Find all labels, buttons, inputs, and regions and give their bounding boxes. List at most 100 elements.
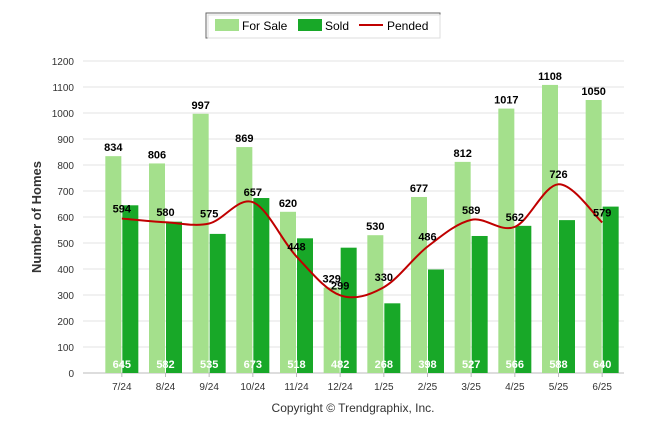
legend-item-for-sale[interactable]: For Sale <box>215 19 288 33</box>
label-sold-7-24: 645 <box>113 359 131 371</box>
bar-sold-7-24[interactable] <box>122 205 139 373</box>
y-axis-ticks: 0 100 200 300 400 500 600 700 800 900 1000 1100 1200 <box>52 57 75 380</box>
label-sold-10-24: 673 <box>244 359 262 371</box>
bar-sold-10-24[interactable] <box>253 198 270 373</box>
label-for-sale-9-24: 997 <box>191 100 209 112</box>
bar-for-sale-7-24[interactable] <box>105 156 122 373</box>
label-pended-5-25: 726 <box>549 169 567 181</box>
label-sold-12-24: 482 <box>331 359 349 371</box>
y-tick-label: 200 <box>57 317 74 328</box>
label-for-sale-6-25: 1050 <box>581 86 605 98</box>
bar-sold-9-24[interactable] <box>209 233 226 373</box>
legend: For Sale Sold Pended <box>205 12 441 39</box>
data-labels: 834 645 806 582 997 535 869 673 620 518 329 482 530 2… <box>104 71 611 371</box>
pended-series-line[interactable] <box>121 183 603 299</box>
x-tick-label-7-24: 7/24 <box>112 382 132 393</box>
x-tick-label-9-24: 9/24 <box>199 382 219 393</box>
label-for-sale-4-25: 1017 <box>494 95 518 107</box>
x-tick-label-2-25: 2/25 <box>418 382 438 393</box>
label-pended-1-25: 330 <box>375 272 393 284</box>
label-sold-4-25: 566 <box>506 359 524 371</box>
bar-for-sale-1-25[interactable] <box>367 235 384 373</box>
legend-label-pended: Pended <box>387 19 428 33</box>
bar-sold-4-25[interactable] <box>515 225 532 373</box>
legend-swatch-for-sale <box>215 19 239 31</box>
y-tick-label: 900 <box>57 135 74 146</box>
bar-for-sale-6-25[interactable] <box>585 100 602 373</box>
bar-for-sale-10-24[interactable] <box>236 147 253 373</box>
label-pended-8-24: 580 <box>156 207 174 219</box>
bar-for-sale-12-24[interactable] <box>323 287 340 373</box>
label-pended-6-25: 579 <box>593 207 611 219</box>
label-pended-7-24: 594 <box>113 204 132 216</box>
bar-sold-5-25[interactable] <box>559 220 575 373</box>
label-for-sale-5-25: 1108 <box>538 71 562 83</box>
label-for-sale-12-24: 329 <box>322 273 340 285</box>
bar-sold-8-24[interactable] <box>166 221 182 373</box>
x-tick-label-6-25: 6/25 <box>592 382 612 393</box>
bar-for-sale-4-25[interactable] <box>498 108 515 373</box>
y-tick-label: 500 <box>57 239 74 250</box>
label-pended-10-24: 657 <box>244 187 262 199</box>
bar-sold-2-25[interactable] <box>428 269 444 373</box>
label-pended-3-25: 589 <box>462 205 480 217</box>
label-sold-6-25: 640 <box>593 359 611 371</box>
copyright-footer: Copyright © Trendgraphix, Inc. <box>272 401 435 415</box>
x-tick-label-5-25: 5/25 <box>549 382 569 393</box>
y-tick-label: 1200 <box>52 57 75 68</box>
bar-sold-1-25[interactable] <box>384 303 401 373</box>
bar-for-sale-8-24[interactable] <box>149 163 165 373</box>
x-tick-label-11-24: 11/24 <box>284 382 309 393</box>
y-tick-label: 0 <box>68 369 74 380</box>
y-axis-label: Number of Homes <box>29 161 44 273</box>
bars <box>105 84 619 374</box>
label-for-sale-2-25: 677 <box>410 183 428 195</box>
pended-line <box>121 183 603 299</box>
bar-sold-11-24[interactable] <box>297 238 313 373</box>
y-tick-label: 600 <box>57 213 74 224</box>
label-sold-3-25: 527 <box>462 359 480 371</box>
label-sold-8-24: 582 <box>156 359 174 371</box>
label-for-sale-7-24: 834 <box>104 142 123 154</box>
label-for-sale-10-24: 869 <box>235 133 253 145</box>
bar-sold-3-25[interactable] <box>471 235 488 373</box>
x-tick-label-8-24: 8/24 <box>156 382 176 393</box>
label-sold-2-25: 398 <box>418 359 436 371</box>
legend-swatch-sold <box>298 19 322 31</box>
y-tick-label: 1000 <box>52 109 75 120</box>
y-tick-label: 300 <box>57 291 74 302</box>
bar-for-sale-3-25[interactable] <box>454 161 471 373</box>
bar-for-sale-5-25[interactable] <box>542 84 558 374</box>
y-tick-label: 1100 <box>52 83 74 94</box>
label-pended-4-25: 562 <box>506 212 524 224</box>
bar-for-sale-2-25[interactable] <box>411 196 427 373</box>
x-tick-label-3-25: 3/25 <box>461 382 481 393</box>
bar-sold-6-25[interactable] <box>602 206 619 373</box>
x-tick-label-4-25: 4/25 <box>505 382 525 393</box>
label-sold-1-25: 268 <box>375 359 393 371</box>
label-sold-9-24: 535 <box>200 359 218 371</box>
x-tick-label-12-24: 12/24 <box>328 382 353 393</box>
label-for-sale-1-25: 530 <box>366 221 384 233</box>
x-tick-label-10-24: 10/24 <box>240 382 265 393</box>
y-tick-label: 700 <box>57 187 74 198</box>
bar-for-sale-9-24[interactable] <box>192 113 209 373</box>
legend-item-sold[interactable]: Sold <box>298 19 349 33</box>
label-pended-12-24: 299 <box>331 280 349 292</box>
label-pended-2-25: 486 <box>418 232 436 244</box>
label-for-sale-3-25: 812 <box>453 148 471 160</box>
y-tick-label: 400 <box>57 265 74 276</box>
legend-label-for-sale: For Sale <box>242 19 288 33</box>
legend-item-pended[interactable]: Pended <box>359 19 428 33</box>
label-pended-9-24: 575 <box>200 209 218 221</box>
label-for-sale-8-24: 806 <box>148 149 166 161</box>
bar-sold-12-24[interactable] <box>340 247 357 373</box>
label-sold-5-25: 588 <box>549 359 567 371</box>
y-tick-label: 100 <box>57 343 74 354</box>
label-for-sale-11-24: 620 <box>279 198 297 210</box>
y-tick-label: 800 <box>57 161 74 172</box>
label-pended-11-24: 448 <box>287 242 305 254</box>
x-tick-label-1-25: 1/25 <box>374 382 394 393</box>
